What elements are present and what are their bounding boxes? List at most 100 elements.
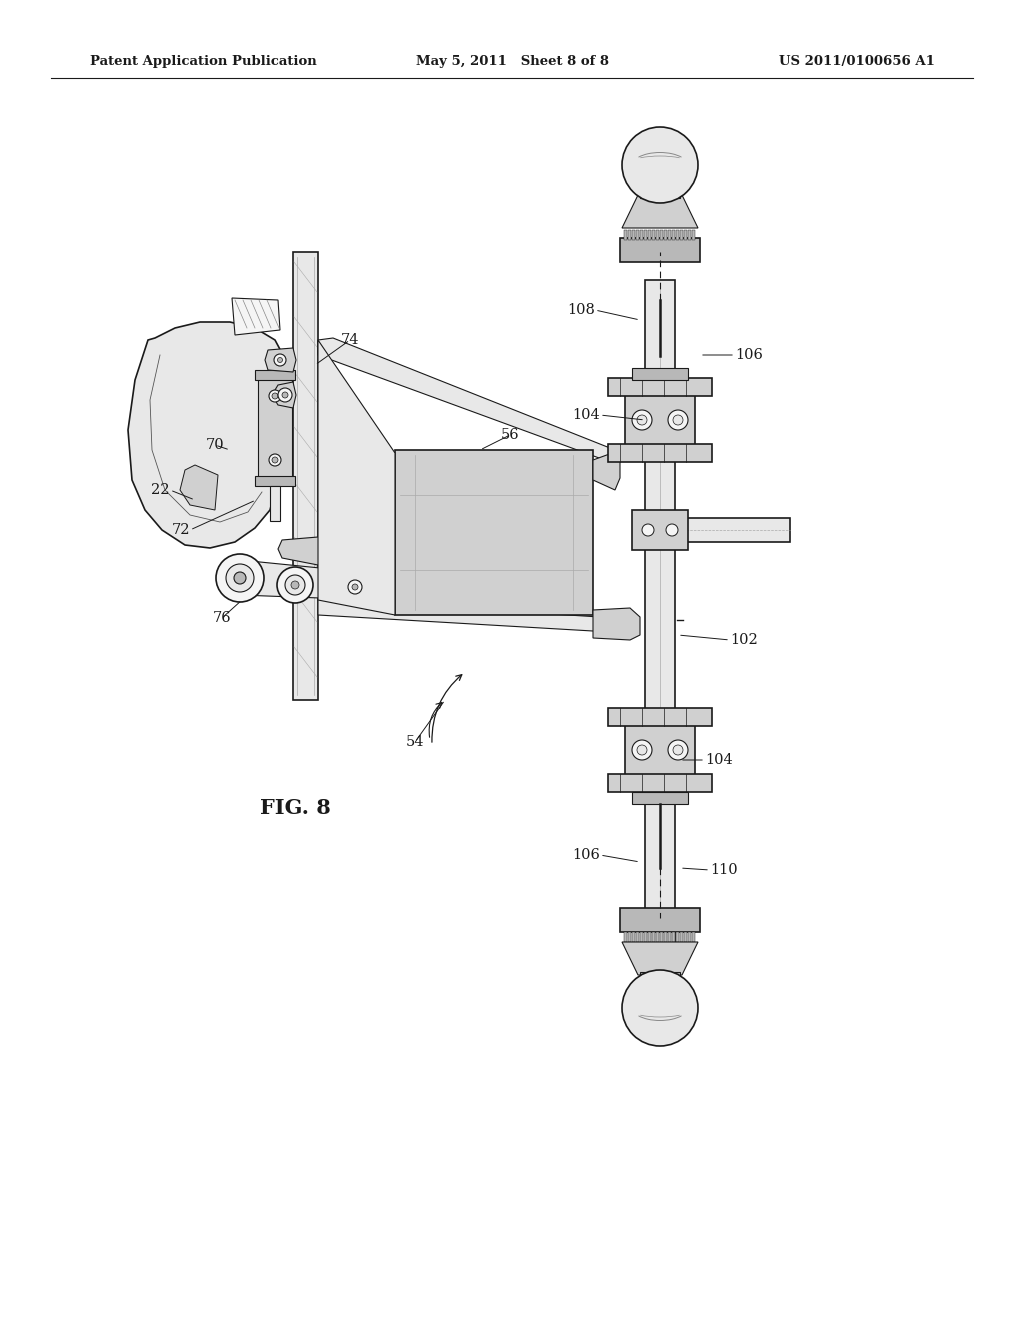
Bar (692, 932, 695, 942)
Circle shape (234, 572, 246, 583)
Polygon shape (622, 195, 698, 228)
Circle shape (274, 354, 286, 366)
Bar (632, 932, 635, 942)
Text: 104: 104 (705, 752, 733, 767)
Text: 76: 76 (213, 611, 231, 624)
Text: 106: 106 (735, 348, 763, 362)
Bar (608, 708, 712, 726)
Bar (255, 370, 295, 380)
Text: 70: 70 (206, 438, 224, 451)
Polygon shape (265, 348, 296, 372)
Bar (624, 230, 627, 240)
Circle shape (352, 583, 358, 590)
Bar (672, 230, 675, 240)
Circle shape (285, 576, 305, 595)
Circle shape (269, 454, 281, 466)
Bar (644, 230, 647, 240)
Polygon shape (180, 465, 218, 510)
Bar (660, 932, 663, 942)
Bar (625, 725, 695, 775)
Circle shape (278, 568, 313, 603)
Bar (255, 477, 295, 486)
Bar (672, 932, 675, 942)
Bar (640, 972, 680, 979)
Text: 54: 54 (406, 735, 424, 748)
Bar (648, 230, 651, 240)
Bar (692, 230, 695, 240)
Bar (648, 932, 651, 942)
Bar (684, 230, 687, 240)
Circle shape (637, 414, 647, 425)
Circle shape (673, 744, 683, 755)
Bar (660, 230, 663, 240)
Circle shape (673, 414, 683, 425)
Bar (608, 444, 712, 462)
Circle shape (272, 457, 278, 463)
Circle shape (282, 392, 288, 399)
Polygon shape (318, 598, 615, 632)
Bar (652, 230, 655, 240)
Bar (668, 230, 671, 240)
Text: 74: 74 (341, 333, 359, 347)
Bar (640, 190, 680, 198)
Circle shape (637, 744, 647, 755)
Text: May 5, 2011   Sheet 8 of 8: May 5, 2011 Sheet 8 of 8 (416, 55, 608, 69)
Text: US 2011/0100656 A1: US 2011/0100656 A1 (779, 55, 935, 69)
Circle shape (622, 970, 698, 1045)
Bar (645, 280, 675, 1030)
Circle shape (632, 411, 652, 430)
Bar (640, 230, 643, 240)
Text: FIG. 8: FIG. 8 (260, 799, 331, 818)
Bar (620, 908, 700, 932)
Polygon shape (318, 341, 395, 615)
Text: 108: 108 (567, 304, 595, 317)
Text: 22: 22 (152, 483, 170, 498)
Bar (680, 230, 683, 240)
Circle shape (226, 564, 254, 591)
Bar (676, 230, 679, 240)
Bar (680, 932, 683, 942)
Bar (640, 932, 643, 942)
Bar (395, 450, 593, 615)
Bar (628, 230, 631, 240)
Bar (620, 238, 700, 261)
Bar (664, 230, 667, 240)
Bar (652, 932, 655, 942)
Bar (676, 932, 679, 942)
Polygon shape (278, 537, 390, 578)
Bar (624, 932, 627, 942)
Text: 102: 102 (730, 634, 758, 647)
Bar (632, 368, 688, 380)
Circle shape (269, 389, 281, 403)
Bar (675, 517, 790, 543)
Text: 56: 56 (501, 428, 519, 442)
Polygon shape (272, 381, 296, 408)
Bar (656, 932, 659, 942)
Bar (636, 230, 639, 240)
Bar (632, 792, 688, 804)
Circle shape (642, 524, 654, 536)
Circle shape (278, 388, 292, 403)
Polygon shape (225, 560, 380, 598)
Bar (608, 774, 712, 792)
Bar (684, 932, 687, 942)
Circle shape (216, 554, 264, 602)
Circle shape (622, 127, 698, 203)
Polygon shape (593, 609, 640, 640)
Circle shape (632, 741, 652, 760)
Bar (668, 932, 671, 942)
Bar (688, 230, 691, 240)
Bar (628, 932, 631, 942)
Bar (625, 395, 695, 445)
Text: 104: 104 (572, 408, 600, 422)
Bar (632, 230, 635, 240)
Polygon shape (232, 298, 280, 335)
Circle shape (668, 411, 688, 430)
Circle shape (348, 579, 362, 594)
Circle shape (668, 741, 688, 760)
Bar (608, 378, 712, 396)
Polygon shape (128, 322, 285, 548)
Polygon shape (318, 338, 615, 462)
Polygon shape (593, 451, 620, 490)
Bar (664, 932, 667, 942)
